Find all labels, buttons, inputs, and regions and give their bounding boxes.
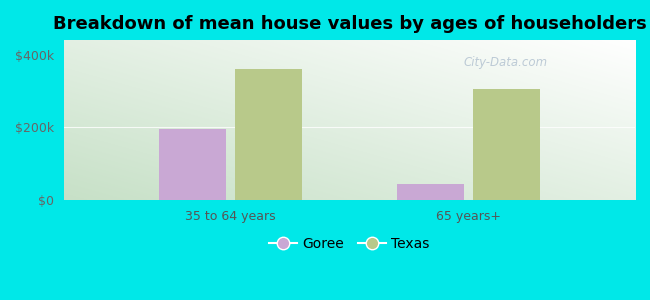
Bar — [235, 69, 302, 200]
Legend: Goree, Texas: Goree, Texas — [263, 231, 436, 256]
Text: City-Data.com: City-Data.com — [463, 56, 548, 69]
Bar — [397, 184, 463, 200]
Bar — [159, 129, 226, 200]
Bar — [473, 89, 540, 200]
Title: Breakdown of mean house values by ages of householders: Breakdown of mean house values by ages o… — [53, 15, 646, 33]
